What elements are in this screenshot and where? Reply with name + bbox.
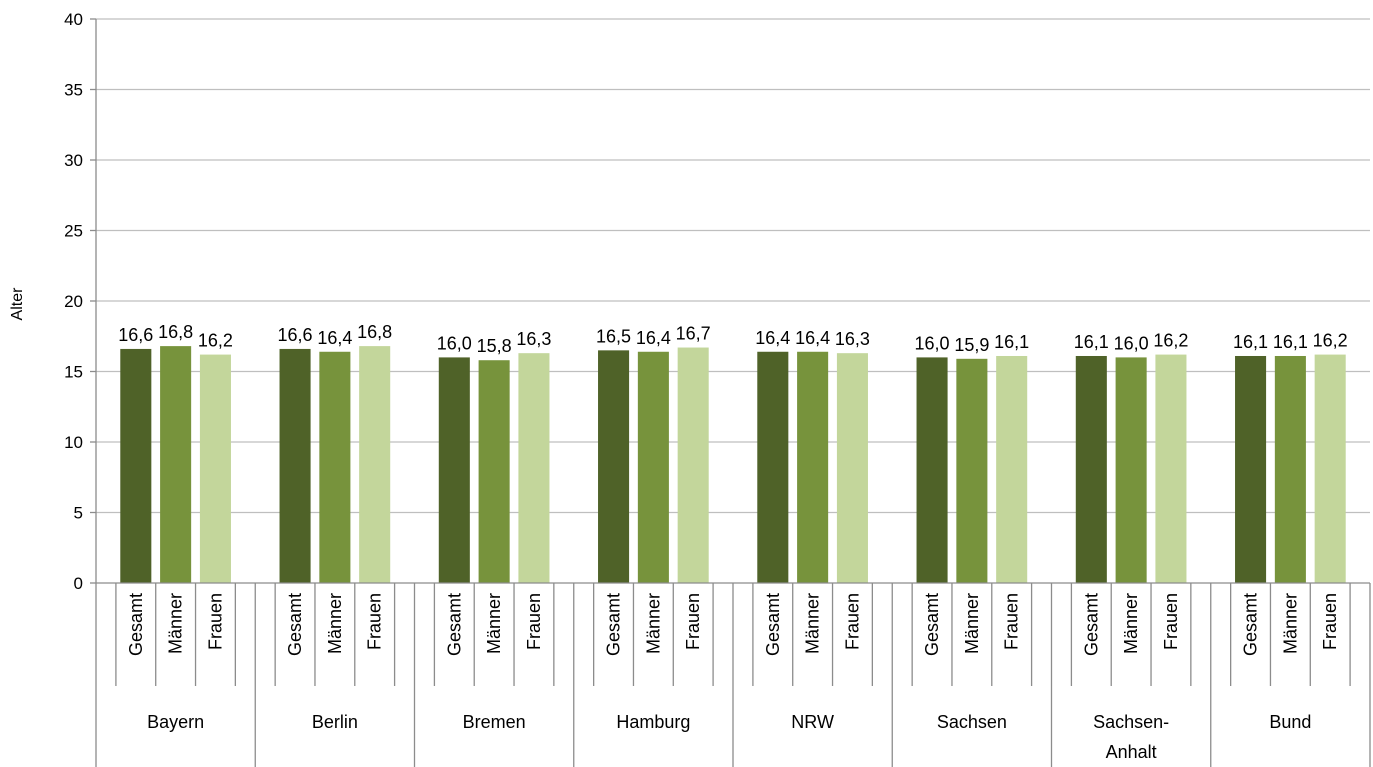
data-label: 16,2 (1153, 331, 1188, 351)
bar (797, 352, 828, 583)
x-subcategory-label: Frauen (1320, 593, 1340, 650)
x-category-label: Bremen (463, 712, 526, 732)
x-category-label: Sachsen (937, 712, 1007, 732)
x-subcategory-label: Frauen (842, 593, 862, 650)
data-label: 16,8 (158, 322, 193, 342)
bar (956, 359, 987, 583)
bar (837, 353, 868, 583)
y-tick-label: 40 (64, 10, 83, 29)
bar (1275, 356, 1306, 583)
x-subcategory-label: Frauen (683, 593, 703, 650)
x-subcategory-label: Frauen (1161, 593, 1181, 650)
bar (996, 356, 1027, 583)
x-category-label: Anhalt (1106, 742, 1157, 762)
bars (120, 346, 1345, 583)
data-label: 16,8 (357, 322, 392, 342)
bar (1116, 357, 1147, 583)
y-tick-label: 15 (64, 363, 83, 382)
data-label: 16,4 (795, 328, 830, 348)
bar (280, 349, 311, 583)
y-axis-title: Alter (9, 287, 26, 321)
x-subcategory-label: Gesamt (444, 593, 464, 656)
data-label: 16,7 (676, 324, 711, 344)
data-label: 15,8 (477, 336, 512, 356)
y-axis-ticks: 0 5 10 15 20 25 30 35 40 (64, 10, 96, 593)
x-category-label: Sachsen- (1093, 712, 1169, 732)
bar (1155, 355, 1186, 583)
x-subcategory-label: Gesamt (763, 593, 783, 656)
x-subcategory-label: Männer (166, 593, 186, 654)
data-label: 16,1 (1074, 332, 1109, 352)
x-subcategory-label: Männer (962, 593, 982, 654)
bar (518, 353, 549, 583)
bar (757, 352, 788, 583)
bar (160, 346, 191, 583)
data-label: 16,0 (437, 333, 472, 353)
data-label: 16,0 (915, 333, 950, 353)
data-label: 16,6 (118, 325, 153, 345)
x-subcategory-label: Männer (1121, 593, 1141, 654)
y-tick-label: 35 (64, 81, 83, 100)
bar (917, 357, 948, 583)
x-subcategory-label: Gesamt (1081, 593, 1101, 656)
data-label: 16,4 (636, 328, 671, 348)
x-subcategory-label: Männer (643, 593, 663, 654)
data-label: 16,4 (317, 328, 352, 348)
x-subcategory-label: Frauen (365, 593, 385, 650)
x-category-label: NRW (791, 712, 834, 732)
y-tick-label: 0 (74, 574, 83, 593)
data-label: 16,1 (1273, 332, 1308, 352)
data-label: 16,1 (1233, 332, 1268, 352)
data-label: 16,4 (755, 328, 790, 348)
x-subcategory-label: Frauen (1002, 593, 1022, 650)
data-label: 16,2 (198, 331, 233, 351)
y-tick-label: 10 (64, 433, 83, 452)
x-subcategory-label: Gesamt (922, 593, 942, 656)
data-label: 16,3 (516, 329, 551, 349)
bar (678, 348, 709, 583)
bar (1076, 356, 1107, 583)
x-subcategory-label: Gesamt (604, 593, 624, 656)
bar (120, 349, 151, 583)
x-subcategory-label: Frauen (205, 593, 225, 650)
x-category-label: Bayern (147, 712, 204, 732)
data-label: 16,3 (835, 329, 870, 349)
y-tick-label: 5 (74, 504, 83, 523)
x-category-label: Hamburg (616, 712, 690, 732)
y-tick-label: 25 (64, 222, 83, 241)
x-subcategory-label: Männer (484, 593, 504, 654)
data-label: 16,5 (596, 326, 631, 346)
y-tick-label: 20 (64, 292, 83, 311)
data-label: 16,0 (1114, 333, 1149, 353)
x-subcategory-label: Männer (325, 593, 345, 654)
x-subcategory-label: Männer (803, 593, 823, 654)
bar (359, 346, 390, 583)
bar (319, 352, 350, 583)
data-label: 16,2 (1313, 331, 1348, 351)
y-tick-label: 30 (64, 151, 83, 170)
bar (439, 357, 470, 583)
bar (1235, 356, 1266, 583)
data-label: 16,1 (994, 332, 1029, 352)
bar (479, 360, 510, 583)
x-subcategory-label: Gesamt (285, 593, 305, 656)
x-subcategory-label: Männer (1280, 593, 1300, 654)
bar (598, 350, 629, 583)
bar (200, 355, 231, 583)
x-subcategory-label: Gesamt (126, 593, 146, 656)
data-label: 16,6 (278, 325, 313, 345)
x-subcategory-label: Gesamt (1241, 593, 1261, 656)
data-label: 15,9 (954, 335, 989, 355)
x-subcategory-label: Frauen (524, 593, 544, 650)
bar (1315, 355, 1346, 583)
x-category-label: Berlin (312, 712, 358, 732)
x-category-label: Bund (1269, 712, 1311, 732)
bar (638, 352, 669, 583)
